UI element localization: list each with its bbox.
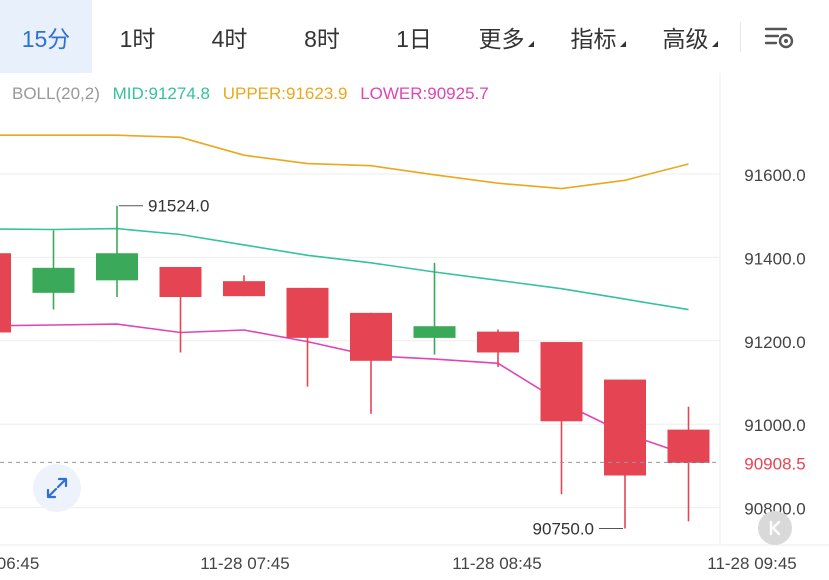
candle-body — [32, 267, 75, 293]
boll-legend-upper: UPPER:91623.9 — [222, 84, 348, 103]
tab-label: 15分 — [21, 25, 71, 52]
tab-0[interactable]: 15分 — [0, 0, 92, 73]
y-tick-label: 91400.0 — [744, 249, 805, 268]
x-tick-label: 11-28 08:45 — [452, 554, 541, 573]
dropdown-caret-icon — [527, 40, 534, 47]
y-tick-label: 91000.0 — [744, 416, 805, 435]
candle-body — [540, 342, 583, 422]
tab-label: 指标 — [570, 25, 617, 52]
candle-body — [604, 379, 646, 476]
tab-label: 1时 — [119, 25, 156, 52]
expand-chart-button[interactable] — [33, 464, 81, 512]
tab-2[interactable]: 4时 — [183, 0, 276, 73]
tabbar-divider — [740, 22, 741, 52]
tab-4[interactable]: 1日 — [368, 0, 460, 73]
tab-label: 8时 — [304, 25, 340, 52]
tab-6[interactable]: 指标 — [552, 0, 644, 73]
chart-settings-icon[interactable] — [760, 20, 800, 54]
boll-legend: BOLL(20,2) MID:91274.8 UPPER:91623.9 LOW… — [12, 84, 497, 104]
dropdown-caret-icon — [711, 40, 718, 47]
candle-body — [223, 281, 265, 297]
tab-label: 更多 — [478, 25, 525, 52]
boll-legend-name: BOLL(20,2) — [12, 84, 100, 103]
dropdown-caret-icon — [619, 40, 626, 47]
tab-label: 4时 — [211, 25, 248, 52]
expand-icon — [46, 477, 68, 499]
x-tick-label: 06:45 — [0, 554, 39, 573]
tab-3[interactable]: 8时 — [276, 0, 368, 73]
boll-legend-mid: MID:91274.8 — [112, 84, 210, 103]
high-price-label: 91524.0 — [148, 197, 209, 216]
candle-body — [667, 429, 710, 463]
tab-5[interactable]: 更多 — [460, 0, 552, 73]
timeframe-tabbar: 15分 1时 4时 8时 1日 更多 指标 高级 — [0, 0, 829, 73]
tab-7[interactable]: 高级 — [644, 0, 736, 73]
tab-label: 高级 — [662, 25, 709, 52]
candle-body — [159, 266, 202, 298]
x-tick-label: 11-28 09:45 — [707, 554, 796, 573]
current-price-label: 90908.5 — [744, 454, 805, 473]
boll-upper-line — [0, 134, 689, 190]
candle-body — [350, 312, 392, 361]
y-tick-label: 90800.0 — [744, 500, 805, 519]
candle-body — [286, 287, 329, 338]
candle-body — [0, 253, 11, 333]
x-tick-label: 11-28 07:45 — [200, 554, 289, 573]
jump-to-latest-icon — [769, 520, 781, 536]
y-tick-label: 91600.0 — [744, 166, 805, 185]
y-tick-label: 91200.0 — [744, 333, 805, 352]
scroll-to-latest-button[interactable] — [758, 511, 792, 545]
candle-body — [96, 253, 138, 281]
tab-label: 1日 — [396, 25, 432, 52]
boll-lower-line — [0, 323, 689, 456]
boll-legend-lower: LOWER:90925.7 — [360, 84, 489, 103]
low-price-label: 90750.0 — [533, 519, 594, 538]
boll-mid-line — [0, 227, 689, 311]
candle-body — [477, 331, 519, 353]
candle-body — [413, 326, 456, 338]
tab-1[interactable]: 1时 — [92, 0, 183, 73]
